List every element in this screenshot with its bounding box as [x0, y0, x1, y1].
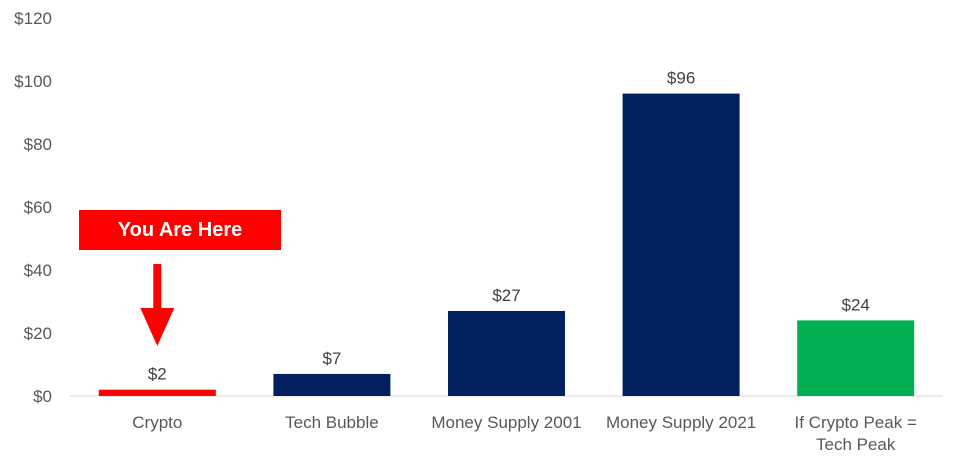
y-tick-label: $40 [24, 261, 52, 280]
category-label: Money Supply 2001 [431, 413, 581, 432]
data-label: $2 [148, 365, 167, 384]
bar [273, 373, 391, 396]
bar [98, 389, 216, 396]
y-tick-label: $60 [24, 198, 52, 217]
data-label: $24 [842, 295, 870, 314]
y-tick-label: $120 [14, 9, 52, 28]
category-label: Tech Bubble [285, 413, 379, 432]
bar [448, 310, 565, 396]
category-label: Money Supply 2021 [606, 413, 756, 432]
y-tick-label: $100 [14, 72, 52, 91]
you-are-here-arrow [140, 264, 175, 346]
y-tick-label: $0 [33, 387, 52, 406]
category-label: If Crypto Peak = Tech Peak [795, 413, 917, 454]
data-label: $96 [667, 69, 695, 88]
you-are-here-callout: You Are Here [79, 210, 281, 250]
y-tick-label: $80 [24, 135, 52, 154]
data-label: $7 [322, 349, 341, 368]
bar [797, 320, 915, 396]
y-tick-label: $20 [24, 324, 52, 343]
bar [622, 93, 740, 396]
data-label: $27 [492, 286, 520, 305]
category-label: Crypto [132, 413, 182, 432]
